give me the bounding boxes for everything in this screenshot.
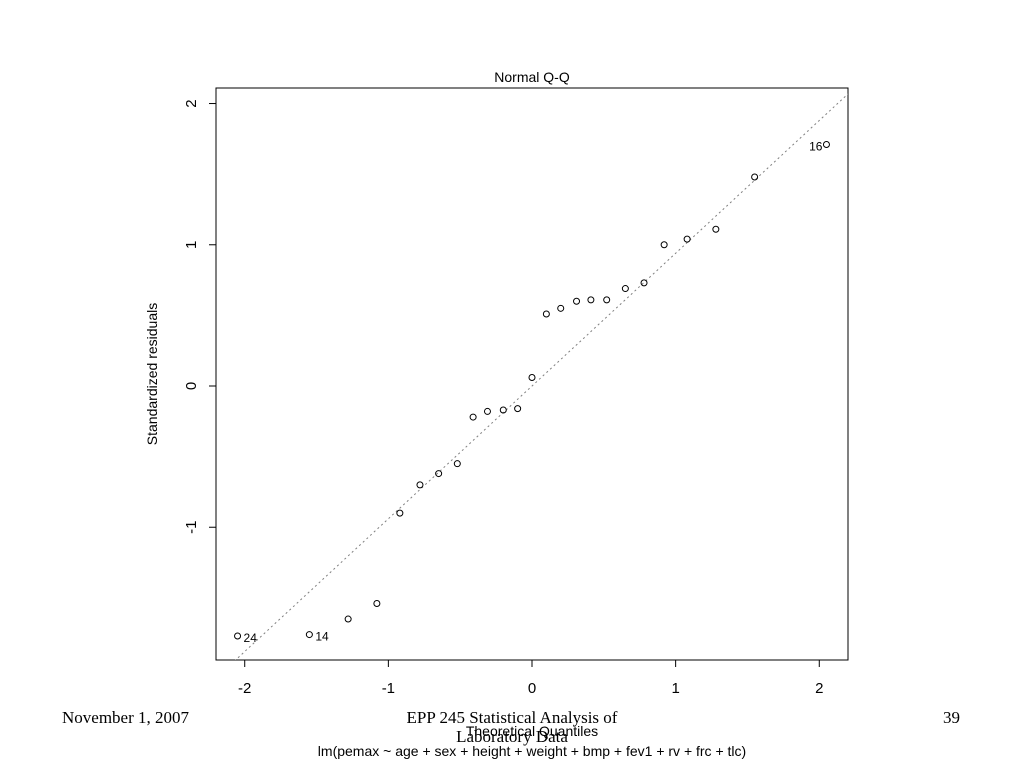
data-point xyxy=(528,374,536,382)
data-point xyxy=(751,173,759,181)
data-point xyxy=(557,304,565,312)
footer-title: EPP 245 Statistical Analysis of Laborato… xyxy=(407,708,618,746)
data-point xyxy=(396,509,404,517)
chart-title: Normal Q-Q xyxy=(494,69,570,85)
x-axis-title: Theoretical Quantiles xyxy=(466,723,598,739)
data-point xyxy=(542,310,550,318)
x-tick-label: -1 xyxy=(382,680,395,697)
data-point xyxy=(603,296,611,304)
x-tick-label: -2 xyxy=(238,680,251,697)
data-point xyxy=(573,297,581,305)
chart-subtitle: lm(pemax ~ age + sex + height + weight +… xyxy=(318,743,746,759)
footer-page-number: 39 xyxy=(943,708,960,727)
point-labels: 24 14 16 xyxy=(244,139,823,644)
x-tick-label: 2 xyxy=(815,680,823,697)
x-tick-label: 0 xyxy=(528,680,536,697)
data-point xyxy=(469,413,477,421)
y-tick-label: 1 xyxy=(183,241,200,249)
y-axis-title: Standardized residuals xyxy=(144,303,160,445)
data-point xyxy=(453,460,461,468)
data-point xyxy=(435,470,443,478)
x-axis: -2 -1 0 1 2 xyxy=(238,659,823,697)
data-point xyxy=(822,140,830,148)
x-tick-label: 1 xyxy=(671,680,679,697)
point-label: 24 xyxy=(244,631,258,645)
data-point xyxy=(514,405,522,413)
data-point xyxy=(640,279,648,287)
footer-title-line2: Laboratory Data xyxy=(456,727,568,746)
data-point xyxy=(344,615,352,623)
data-points xyxy=(234,140,830,640)
y-tick-label: -1 xyxy=(183,521,200,534)
y-axis: -1 0 1 2 xyxy=(183,99,217,534)
data-point xyxy=(499,406,507,414)
data-point xyxy=(621,285,629,293)
footer-date: November 1, 2007 xyxy=(62,708,190,727)
data-point xyxy=(373,600,381,608)
data-point xyxy=(483,407,491,415)
y-tick-label: 2 xyxy=(183,99,200,107)
data-point xyxy=(683,235,691,243)
data-point xyxy=(587,296,595,304)
data-point xyxy=(416,481,424,489)
data-point xyxy=(660,241,668,249)
point-label: 14 xyxy=(315,630,329,644)
data-point xyxy=(305,631,313,639)
footer-title-line1: EPP 245 Statistical Analysis of xyxy=(406,708,618,727)
data-point xyxy=(234,632,242,640)
reference-line xyxy=(234,93,848,660)
point-label: 16 xyxy=(809,139,823,153)
data-point xyxy=(712,225,720,233)
y-tick-label: 0 xyxy=(183,382,200,390)
